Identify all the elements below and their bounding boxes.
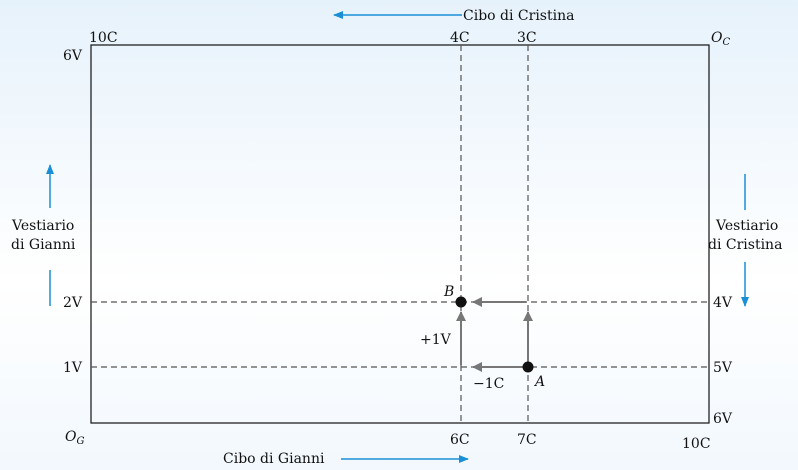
left-axis-title-line2: di Gianni xyxy=(11,237,76,253)
top-tick-3c: 3C xyxy=(517,30,537,46)
left-tick-6v: 6V xyxy=(63,48,83,64)
right-tick-4v: 4V xyxy=(713,295,733,311)
left-tick-1v: 1V xyxy=(63,360,83,376)
bottom-tick-10c: 10C xyxy=(682,436,711,452)
plus-clothing-label: +1V xyxy=(420,332,452,348)
bottom-tick-6c: 6C xyxy=(450,432,470,448)
right-tick-6v: 6V xyxy=(713,411,733,427)
right-tick-5v: 5V xyxy=(713,360,733,376)
edgeworth-box-frame xyxy=(90,44,710,424)
left-tick-2v: 2V xyxy=(63,295,83,311)
left-axis-title-line1: Vestiario xyxy=(11,218,74,234)
right-axis-title-line1: Vestiario xyxy=(715,218,778,234)
top-tick-10c: 10C xyxy=(89,30,118,46)
origin-cristina: OC xyxy=(711,30,730,48)
point-b-label: B xyxy=(443,284,454,300)
point-a-label: A xyxy=(533,374,545,390)
origin-gianni: OG xyxy=(65,429,84,447)
minus-food-label: −1C xyxy=(473,376,504,392)
top-tick-4c: 4C xyxy=(450,30,470,46)
point-a-marker xyxy=(522,361,534,373)
bottom-tick-7c: 7C xyxy=(517,432,537,448)
right-axis-title-line2: di Cristina xyxy=(708,237,782,253)
point-b-marker xyxy=(455,296,467,308)
bottom-axis-title: Cibo di Gianni xyxy=(223,451,325,467)
top-axis-title: Cibo di Cristina xyxy=(463,8,574,24)
